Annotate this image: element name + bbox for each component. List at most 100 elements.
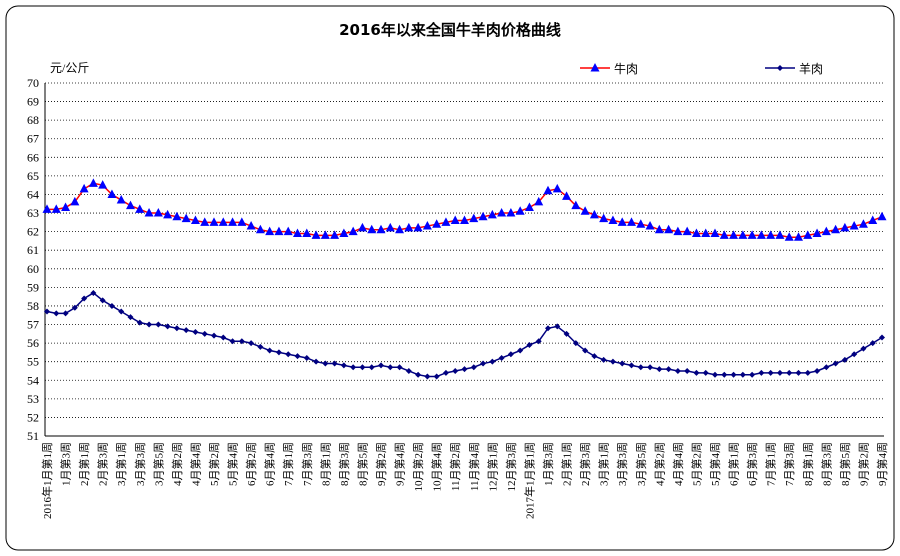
- data-point: [747, 230, 757, 239]
- x-tick-label: 5月第4周: [226, 442, 240, 486]
- data-point: [452, 367, 459, 374]
- data-point: [524, 202, 534, 211]
- legend-label: 牛肉: [614, 61, 638, 76]
- data-point: [163, 209, 173, 219]
- data-point: [320, 230, 330, 239]
- y-tick-label: 69: [27, 95, 39, 109]
- data-point: [442, 369, 449, 376]
- data-point: [378, 362, 384, 369]
- data-point: [545, 325, 551, 332]
- data-point: [98, 180, 108, 189]
- data-point: [422, 221, 432, 230]
- data-point: [359, 364, 366, 371]
- data-point: [405, 367, 412, 374]
- data-point: [487, 209, 497, 219]
- data-point: [841, 356, 848, 363]
- data-point: [691, 228, 701, 237]
- data-point: [786, 369, 793, 376]
- data-point: [617, 217, 627, 226]
- data-point: [571, 200, 581, 210]
- data-point: [285, 351, 292, 358]
- x-tick-label: 6月第3周: [745, 442, 759, 486]
- x-tick-label: 12月第3周: [504, 442, 518, 492]
- data-point: [480, 360, 487, 367]
- x-tick-label: 9月第2周: [374, 442, 388, 486]
- data-point: [237, 217, 247, 226]
- data-point: [172, 211, 182, 221]
- data-point: [814, 367, 821, 374]
- data-point: [719, 230, 729, 239]
- data-point: [823, 364, 830, 371]
- x-tick-label: 10月第4周: [430, 442, 444, 492]
- data-point: [70, 196, 80, 206]
- data-point: [784, 232, 794, 241]
- data-point: [469, 213, 479, 223]
- data-point: [682, 226, 692, 236]
- data-point: [851, 351, 858, 358]
- data-point: [192, 328, 199, 335]
- x-tick-label: 4月第4周: [671, 442, 685, 486]
- data-point: [775, 230, 785, 239]
- data-point: [164, 323, 171, 330]
- data-point: [209, 217, 219, 226]
- x-tick-label: 3月第1周: [114, 442, 128, 486]
- data-point: [563, 330, 570, 337]
- data-point: [664, 224, 674, 234]
- data-point: [246, 221, 256, 230]
- x-tick-label: 1月第3周: [59, 442, 73, 486]
- x-tick-label: 4月第2周: [170, 442, 184, 486]
- chart-frame: [5, 5, 895, 551]
- data-point: [155, 321, 162, 328]
- data-point: [860, 345, 867, 352]
- data-point: [656, 366, 663, 373]
- data-point: [599, 213, 609, 223]
- x-tick-label: 12月第1周: [485, 442, 499, 492]
- data-point: [211, 332, 217, 339]
- y-tick-label: 55: [27, 355, 39, 369]
- data-point: [582, 347, 589, 354]
- data-point: [107, 189, 117, 198]
- y-tick-label: 58: [27, 299, 39, 313]
- data-point: [489, 358, 496, 365]
- data-point: [190, 215, 200, 224]
- data-point: [619, 360, 626, 367]
- x-tick-label: 9月第2周: [856, 442, 870, 486]
- data-point: [580, 206, 590, 215]
- data-point: [628, 362, 635, 369]
- data-point: [498, 354, 505, 361]
- data-point: [535, 338, 542, 345]
- data-point: [433, 373, 440, 380]
- data-point: [654, 224, 664, 234]
- x-tick-label: 2月第3周: [578, 442, 592, 486]
- x-tick-label: 8月第1周: [801, 442, 815, 486]
- data-point: [146, 321, 153, 328]
- y-tick-label: 70: [27, 76, 39, 90]
- data-point: [385, 222, 395, 232]
- data-point: [701, 228, 711, 237]
- y-tick-label: 54: [27, 373, 39, 387]
- data-point: [293, 228, 302, 237]
- data-point: [767, 369, 774, 376]
- x-tick-label: 5月第2周: [689, 442, 703, 486]
- x-tick-label: 2月第1周: [560, 442, 574, 486]
- data-point: [506, 208, 516, 217]
- data-point: [238, 338, 245, 345]
- data-point: [265, 226, 275, 236]
- data-point: [450, 215, 460, 224]
- data-point: [340, 362, 347, 369]
- data-point: [647, 364, 654, 371]
- data-point: [543, 185, 553, 195]
- data-point: [229, 338, 236, 345]
- x-tick-label: 5月第4周: [708, 442, 722, 486]
- data-point: [591, 353, 598, 360]
- data-point: [702, 369, 709, 376]
- x-tick-label: 9月第4周: [875, 442, 889, 486]
- data-point: [756, 230, 766, 239]
- data-point: [322, 360, 329, 367]
- data-point: [832, 360, 839, 367]
- data-point: [461, 366, 468, 373]
- data-point: [526, 341, 533, 348]
- data-point: [849, 221, 859, 230]
- data-point: [303, 354, 310, 361]
- data-point: [71, 304, 78, 311]
